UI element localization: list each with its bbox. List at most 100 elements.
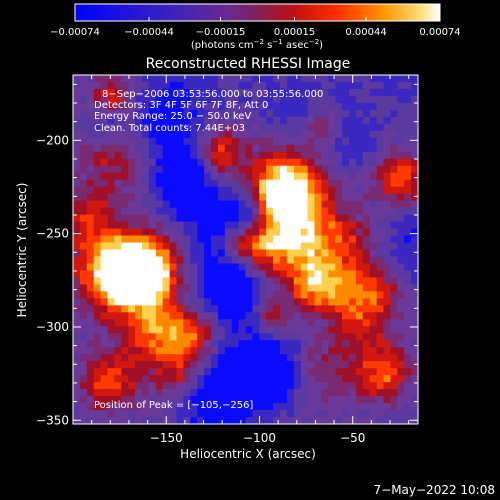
y-tick-label: −350 (36, 413, 69, 427)
heatmap-cell (224, 193, 233, 202)
heatmap-cell (204, 95, 212, 104)
heatmap-cell (121, 354, 129, 362)
heatmap-cell (121, 382, 129, 390)
heatmap-cell (355, 235, 364, 244)
heatmap-cell (280, 186, 288, 195)
heatmap-cell (100, 389, 109, 397)
heatmap-cell (266, 340, 274, 348)
heatmap-cell (86, 200, 95, 209)
heatmap-cell (293, 116, 302, 125)
heatmap-cell (155, 123, 164, 132)
heatmap-cell (328, 396, 336, 404)
heatmap-cell (224, 270, 233, 279)
heatmap-cell (342, 228, 350, 237)
heatmap-cell (231, 109, 240, 118)
heatmap-cell (204, 81, 212, 90)
heatmap-cell (376, 403, 385, 411)
heatmap-cell (307, 116, 316, 125)
heatmap-cell (390, 410, 398, 418)
heatmap-cell (93, 102, 102, 111)
heatmap-cell (238, 340, 247, 348)
heatmap-cell (259, 186, 267, 195)
heatmap-cell (224, 312, 233, 320)
heatmap-cell (314, 179, 322, 188)
heatmap-cell (100, 326, 109, 334)
heatmap-cell (238, 102, 247, 111)
heatmap-cell (245, 396, 253, 404)
heatmap-cell (355, 242, 364, 251)
heatmap-cell (376, 214, 385, 223)
heatmap-cell (404, 95, 412, 104)
heatmap-cell (121, 214, 129, 223)
heatmap-cell (107, 172, 115, 181)
heatmap-cell (190, 137, 198, 146)
heatmap-cell (369, 151, 378, 160)
heatmap-cell (148, 172, 157, 181)
heatmap-cell (307, 368, 316, 376)
heatmap-cell (355, 410, 364, 418)
heatmap-cell (128, 228, 136, 237)
heatmap-cell (321, 165, 329, 174)
heatmap-cell (335, 235, 343, 244)
heatmap-cell (142, 319, 150, 327)
heatmap-cell (135, 235, 143, 244)
heatmap-cell (211, 109, 219, 118)
heatmap-cell (204, 389, 212, 397)
heatmap-cell (390, 179, 398, 188)
heatmap-cell (411, 389, 418, 397)
x-axis: −150 −100 −50 (91, 75, 410, 445)
heatmap-cell (335, 179, 343, 188)
heatmap-cell (142, 403, 150, 411)
heatmap-cell (231, 382, 240, 390)
heatmap-cell (314, 347, 322, 355)
heatmap-cell (321, 396, 329, 404)
heatmap-cell (238, 298, 247, 306)
heatmap-cell (273, 256, 281, 265)
heatmap-cell (307, 200, 316, 209)
heatmap-cell (238, 95, 247, 104)
heatmap-cell (335, 410, 343, 418)
heatmap-cell (321, 361, 329, 369)
heatmap-cell (197, 375, 205, 383)
heatmap-cell (314, 207, 322, 216)
heatmap-cell (383, 263, 391, 272)
heatmap-cell (217, 284, 226, 292)
heatmap-cell (411, 242, 418, 251)
heatmap-cell (404, 347, 412, 355)
heatmap-cell (217, 389, 226, 397)
heatmap-cell (204, 123, 212, 132)
heatmap-cell (404, 312, 412, 320)
heatmap-cell (79, 375, 88, 383)
heatmap-cell (245, 340, 253, 348)
heatmap-cell (121, 284, 129, 292)
heatmap-cell (238, 158, 247, 167)
heatmap-cell (321, 109, 329, 118)
heatmap-cell (73, 417, 81, 424)
heatmap-cell (197, 165, 205, 174)
heatmap-cell (93, 249, 102, 258)
heatmap-cell (148, 270, 157, 279)
heatmap-cell (93, 389, 102, 397)
heatmap-cell (376, 193, 385, 202)
heatmap-cell (293, 403, 302, 411)
heatmap-cell (390, 214, 398, 223)
heatmap-cell (128, 130, 136, 139)
heatmap-cell (176, 291, 184, 299)
heatmap-cell (335, 172, 343, 181)
heatmap-cell (252, 207, 260, 216)
heatmap-cell (335, 221, 343, 230)
heatmap-cell (342, 214, 350, 223)
heatmap-cell (335, 81, 343, 90)
colorbar-frame (74, 3, 441, 22)
heatmap-cell (190, 179, 198, 188)
heatmap-cell (211, 312, 219, 320)
heatmap-cell (231, 221, 240, 230)
heatmap-cell (238, 270, 247, 279)
heatmap-cell (376, 333, 385, 341)
heatmap-cell (404, 151, 412, 160)
heatmap-cell (155, 109, 164, 118)
heatmap-cell (259, 228, 267, 237)
heatmap-cell (86, 214, 95, 223)
heatmap-cell (86, 263, 95, 272)
heatmap-cell (231, 214, 240, 223)
